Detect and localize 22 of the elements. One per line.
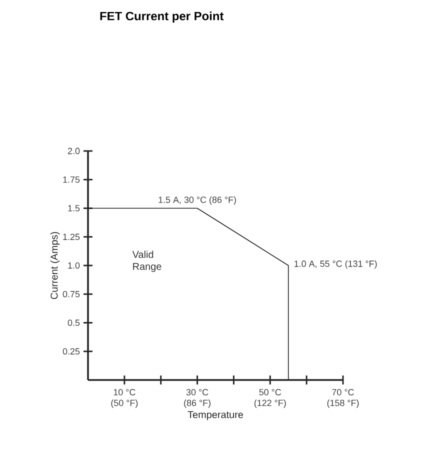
y-tick-label: 1.0 xyxy=(68,262,80,269)
y-tick-label: 1.5 xyxy=(68,205,80,212)
x-tick-label: 10 °C xyxy=(114,389,136,396)
x2-tick-label: (122 °F) xyxy=(254,400,286,408)
chart-title: FET Current per Point xyxy=(100,12,224,23)
y-tick-label: 1.75 xyxy=(63,176,80,183)
x2-tick-label: (158 °F) xyxy=(327,400,359,408)
annotation: Valid Range xyxy=(132,250,162,272)
y-tick-label: 2.0 xyxy=(68,148,80,154)
x-tick-label: 70 °C xyxy=(332,389,354,396)
y-tick-label: 0.5 xyxy=(68,320,80,326)
y-tick-label: 0.25 xyxy=(62,348,80,355)
annotation: 1.0 A, 55 °C (131 °F) xyxy=(294,260,377,269)
x-tick-label: 30 °C xyxy=(186,389,208,396)
y-axis-title: Current (Amps) xyxy=(50,232,60,300)
y-tick-label: 0.75 xyxy=(62,290,80,298)
annotation: 1.5 A, 30 °C (86 °F) xyxy=(158,196,236,205)
x-tick-label: 50 °C xyxy=(259,389,282,396)
y-tick-label: 1.25 xyxy=(63,234,80,240)
x-axis-title: Temperature xyxy=(188,411,244,420)
x2-tick-label: (86 °F) xyxy=(184,400,210,408)
x2-tick-label: (50 °F) xyxy=(111,400,138,408)
